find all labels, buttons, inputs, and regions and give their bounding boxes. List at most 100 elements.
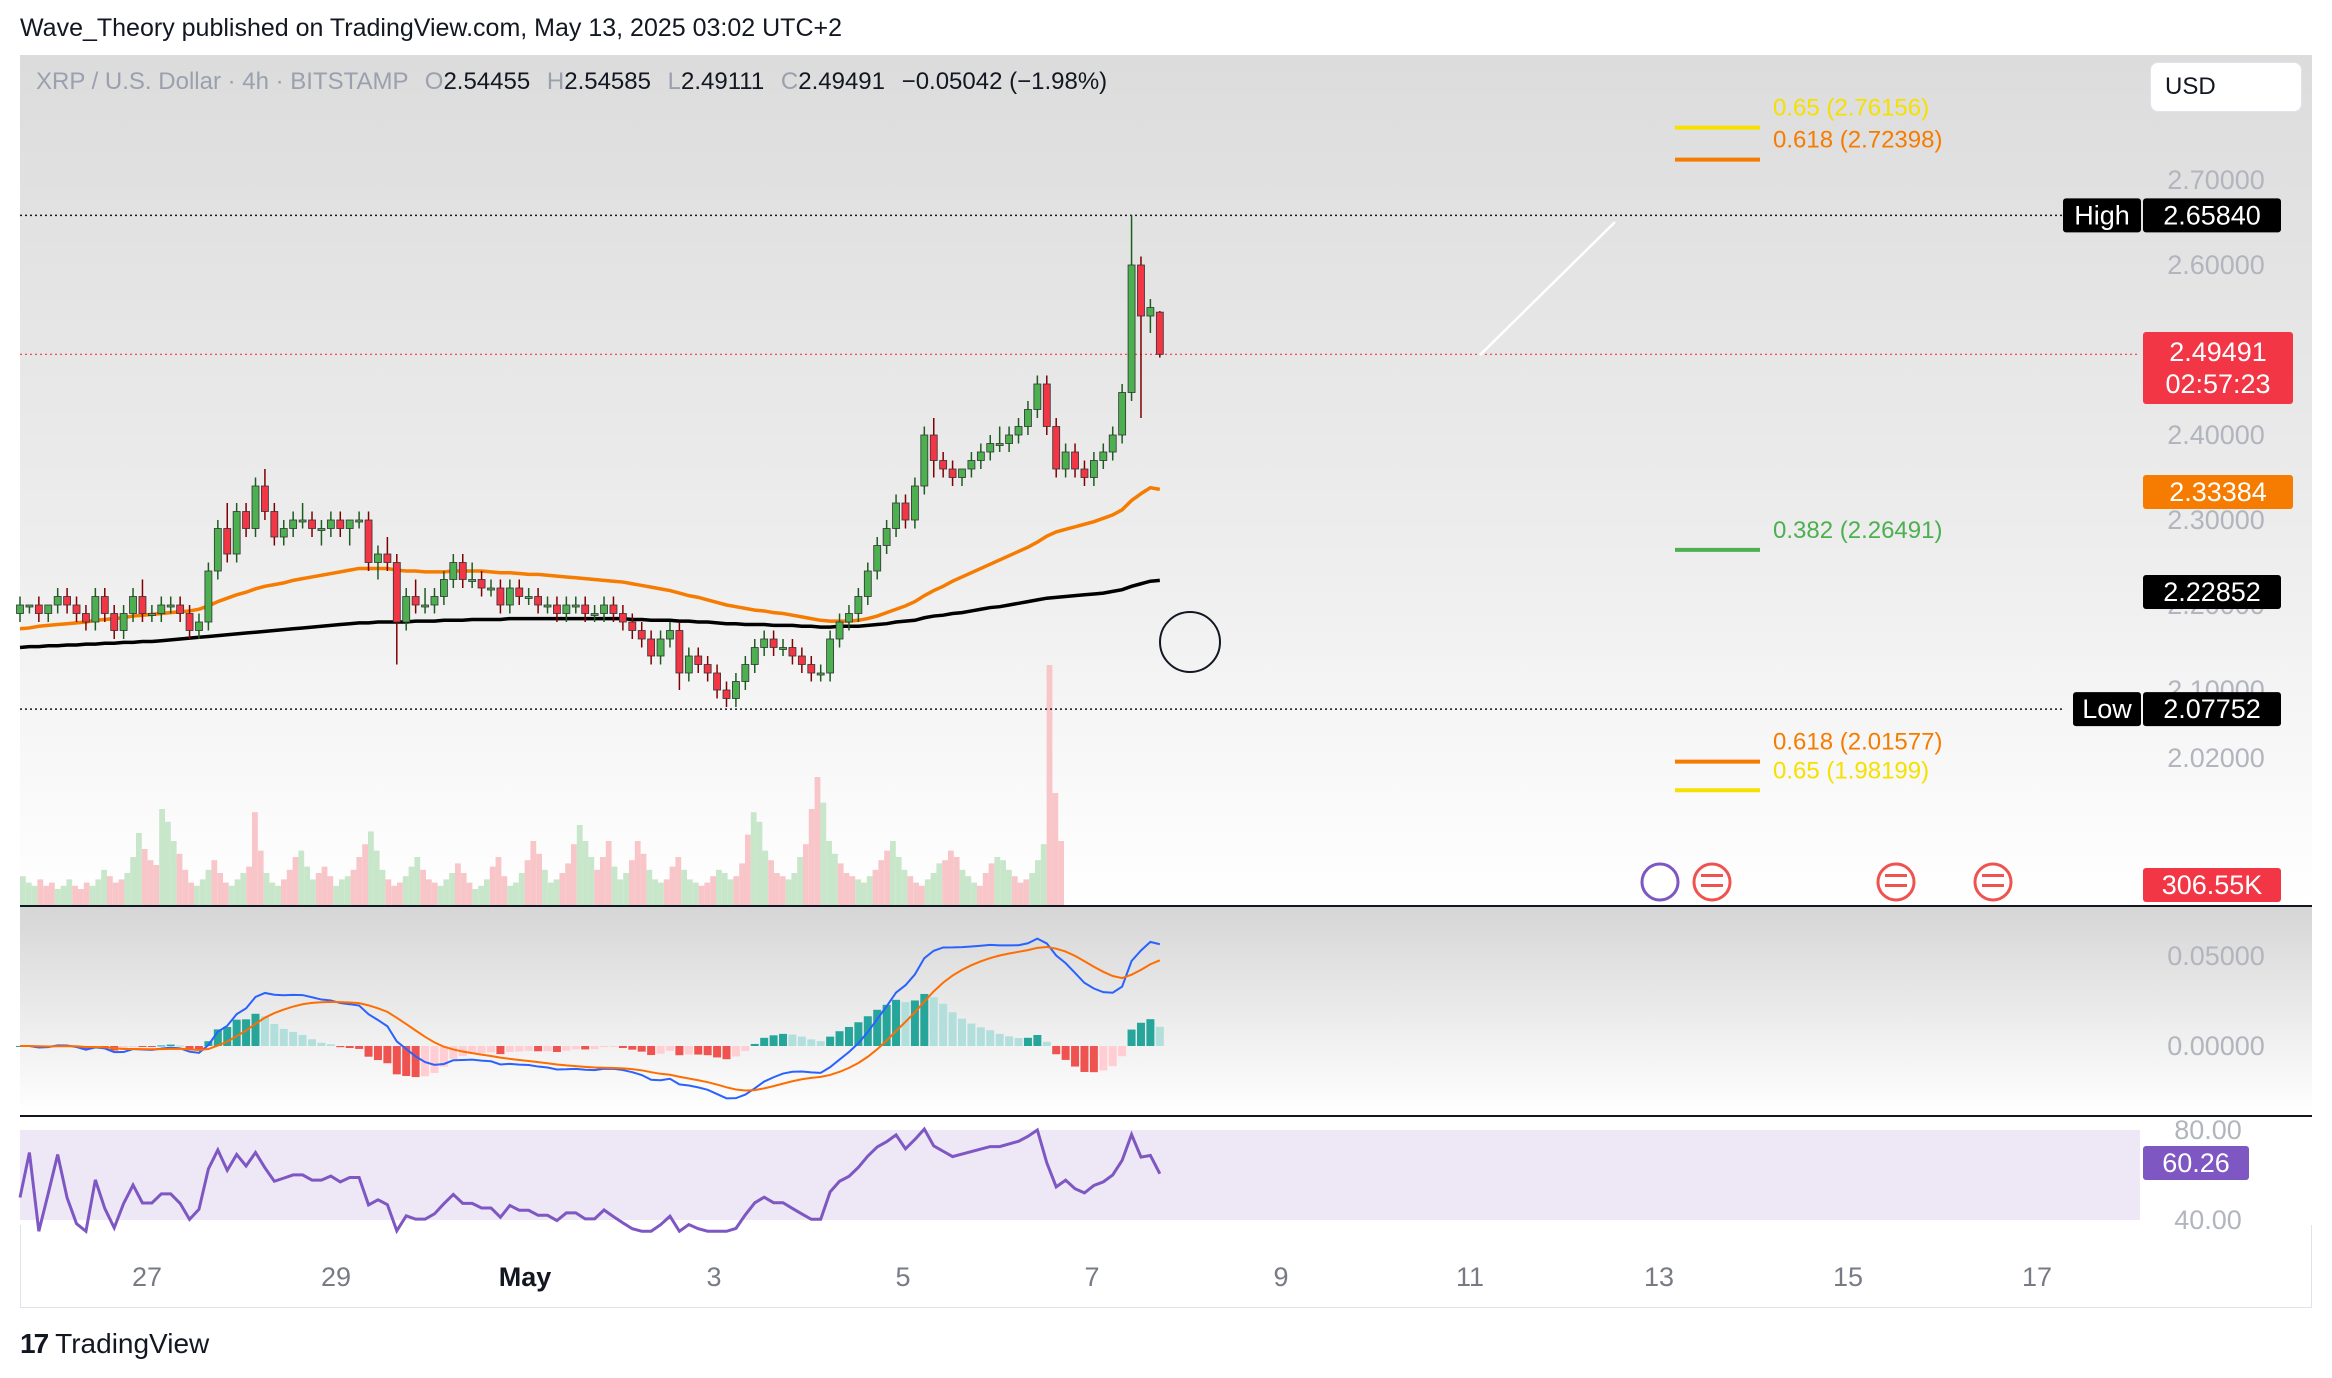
macd-histogram-bar	[477, 1046, 486, 1054]
candle-body	[826, 638, 835, 674]
volume-bar	[901, 869, 908, 905]
candle-body	[1071, 451, 1079, 470]
candle-body	[713, 672, 721, 691]
low-value: 2.07752	[2163, 694, 2261, 724]
volume-bar	[362, 844, 368, 905]
volume-bar	[327, 876, 334, 905]
macd-histogram-bar	[373, 1046, 382, 1061]
volume-bar	[518, 873, 525, 905]
tradingview-footer[interactable]: 17 TradingView	[20, 1328, 209, 1360]
candle-body	[449, 562, 458, 580]
fib-level-label: 0.65 (2.76156)	[1773, 95, 1929, 122]
close-key: C	[780, 68, 799, 95]
volume-bar	[234, 879, 241, 905]
macd-histogram-bar	[552, 1046, 561, 1052]
volume-bar	[136, 833, 142, 905]
candle-body	[656, 638, 665, 657]
us-flag-stripe	[1885, 874, 1907, 877]
candle-body	[553, 604, 561, 614]
macd-histogram-bar	[543, 1046, 552, 1052]
candle-body	[147, 613, 156, 616]
macd-histogram-bar	[562, 1046, 571, 1051]
x-tick-label: 15	[1833, 1262, 1863, 1292]
volume-bar	[866, 876, 873, 905]
x-tick-label: 3	[706, 1262, 721, 1292]
candle-body	[534, 596, 542, 606]
macd-histogram-bar	[779, 1033, 788, 1046]
candle-body	[1042, 383, 1051, 427]
volume-bar	[466, 882, 473, 905]
candle-body	[326, 519, 335, 529]
volume-bar	[373, 850, 380, 905]
candle-body	[392, 562, 401, 623]
candle-body	[892, 502, 900, 529]
volume-bar	[217, 873, 223, 905]
macd-histogram-bar	[1080, 1046, 1089, 1072]
volume-bar	[982, 873, 989, 905]
ema200-badge: 2.22852	[2163, 577, 2261, 607]
macd-pane-bg	[20, 907, 2312, 1115]
ema50-badge: 2.33384	[2169, 477, 2267, 507]
candle-body	[421, 604, 429, 608]
ema50-badge-bg	[2143, 475, 2293, 509]
candle-body	[600, 604, 608, 614]
volume-bar	[1000, 860, 1006, 905]
candle-body	[374, 553, 382, 563]
macd-histogram-bar	[392, 1046, 401, 1075]
volume-bar	[489, 866, 496, 905]
macd-histogram-bar	[439, 1046, 448, 1067]
volume-bar	[623, 873, 629, 905]
candle-body	[298, 519, 307, 523]
volume-bar	[344, 876, 351, 905]
candle-body	[317, 528, 326, 531]
candle-body	[100, 596, 109, 614]
macd-histogram-bar	[807, 1039, 816, 1046]
volume-bar	[130, 857, 136, 905]
volume-bar	[768, 860, 774, 905]
volume-bar	[60, 885, 67, 905]
macd-histogram-bar	[713, 1046, 722, 1058]
volume-bar	[571, 844, 577, 905]
volume-bar	[692, 882, 699, 905]
candle-body	[157, 604, 166, 614]
candle-body	[496, 587, 505, 606]
x-tick-label: 11	[1456, 1262, 1484, 1292]
volume-bar	[1011, 876, 1018, 905]
candle-body	[1146, 307, 1155, 317]
x-tick-label: 7	[1084, 1262, 1099, 1292]
volume-bar	[194, 885, 200, 905]
macd-histogram-bar	[505, 1046, 514, 1052]
volume-bar	[20, 876, 26, 905]
volume-bar	[855, 879, 861, 905]
candle-body	[138, 596, 147, 614]
low-value-bg	[2143, 692, 2281, 727]
volume-bar	[159, 809, 165, 905]
candle-body	[911, 485, 919, 521]
candle-body	[571, 604, 580, 608]
volume-bar	[750, 812, 757, 905]
volume-bar	[315, 873, 322, 905]
candle-body	[91, 596, 100, 623]
macd-histogram-bar	[1071, 1046, 1080, 1067]
macd-histogram-bar	[731, 1046, 740, 1057]
volume-bar	[791, 873, 798, 905]
volume-bar	[953, 857, 960, 905]
candle-body	[901, 502, 910, 521]
candle-body	[779, 647, 787, 650]
volume-bar	[762, 850, 769, 905]
volume-bar	[553, 879, 560, 905]
volume-bar	[89, 885, 96, 905]
macd-histogram-bar	[750, 1043, 759, 1046]
volume-bar	[832, 853, 838, 905]
candle-body	[129, 596, 137, 614]
currency-button[interactable]: USD	[2150, 62, 2302, 112]
macd-histogram-bar	[1118, 1046, 1127, 1057]
macd-histogram-bar	[232, 1019, 241, 1046]
macd-histogram-bar	[571, 1046, 580, 1050]
macd-histogram-bar	[892, 999, 901, 1046]
volume-bar	[930, 873, 937, 905]
volume-bar	[547, 882, 554, 905]
candle-body	[1155, 311, 1164, 355]
price-tick-label: 2.70000	[2167, 165, 2265, 195]
